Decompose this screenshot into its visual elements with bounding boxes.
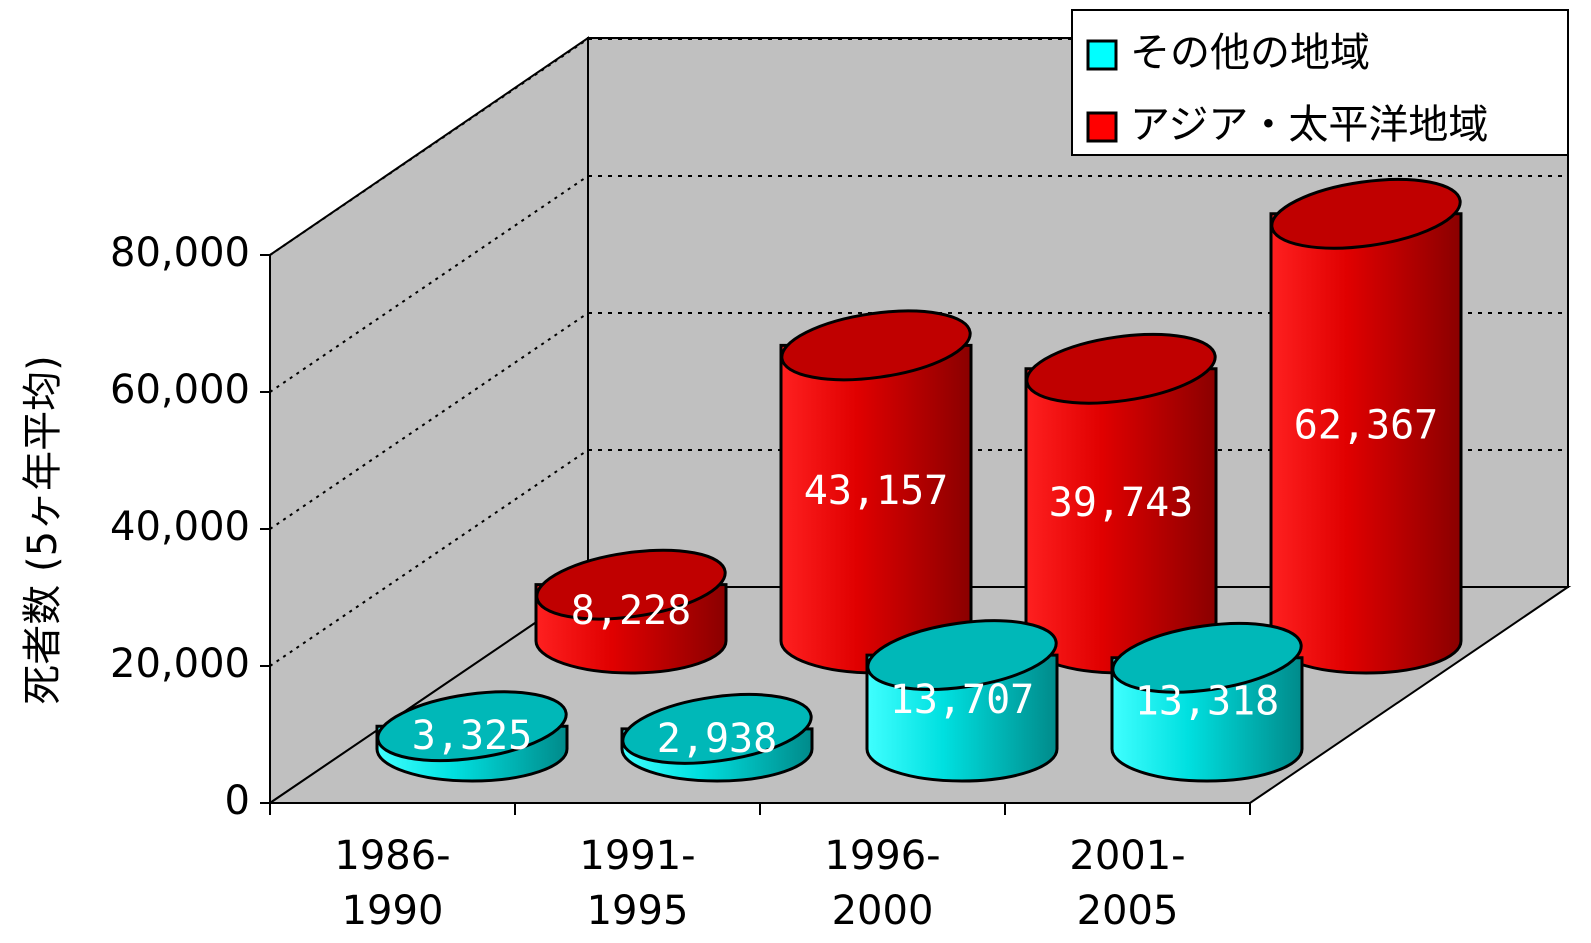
cylinder-top — [1111, 621, 1303, 694]
legend-label: その他の地域 — [1130, 30, 1370, 76]
x-tick-label: 2001- — [1069, 833, 1185, 879]
x-tick-label: 1995 — [587, 888, 689, 934]
grid-line — [269, 175, 589, 393]
value-label: 39,743 — [1049, 480, 1194, 526]
x-tick-label: 2000 — [832, 888, 934, 934]
cylinder — [1269, 177, 1463, 675]
y-tick-label: 40,000 — [110, 504, 250, 550]
legend-swatch — [1086, 111, 1118, 143]
value-label: 43,157 — [804, 468, 949, 514]
y-tick-label: 80,000 — [110, 230, 250, 276]
value-label: 13,707 — [890, 677, 1035, 723]
cylinder-top — [1025, 332, 1217, 405]
legend-swatch — [1086, 39, 1118, 71]
legend-label: アジア・太平洋地域 — [1130, 102, 1488, 148]
y-tick-label: 60,000 — [110, 367, 250, 413]
cylinder — [865, 619, 1059, 783]
x-tick-label: 1990 — [342, 888, 444, 934]
grid-line — [269, 38, 589, 256]
value-label: 62,367 — [1294, 402, 1439, 448]
x-tick-label: 2005 — [1077, 888, 1179, 934]
y-tick-label: 0 — [225, 778, 250, 824]
cylinder — [620, 693, 814, 783]
grid-line — [269, 312, 589, 530]
cylinder — [375, 690, 569, 783]
cylinder-top — [376, 690, 568, 763]
grid-line — [269, 449, 589, 667]
cylinder — [1110, 621, 1304, 783]
x-tick-label: 1996- — [824, 833, 940, 879]
y-axis-title: 死者数 (5ヶ年平均) — [20, 355, 66, 704]
cylinder-top — [1270, 177, 1462, 250]
value-label: 13,318 — [1135, 678, 1280, 724]
value-label: 2,938 — [657, 716, 777, 762]
value-label: 3,325 — [412, 713, 532, 759]
x-tick-label: 1986- — [334, 833, 450, 879]
y-tick-label: 20,000 — [110, 641, 250, 687]
cylinder-top — [535, 548, 727, 621]
cylinder-top — [621, 693, 813, 765]
legend-box — [1071, 9, 1569, 156]
value-label: 8,228 — [571, 588, 691, 634]
x-tick-label: 1991- — [579, 833, 695, 879]
cylinder-top — [780, 309, 972, 382]
cylinder-top — [866, 619, 1058, 691]
cylinder — [534, 548, 728, 675]
